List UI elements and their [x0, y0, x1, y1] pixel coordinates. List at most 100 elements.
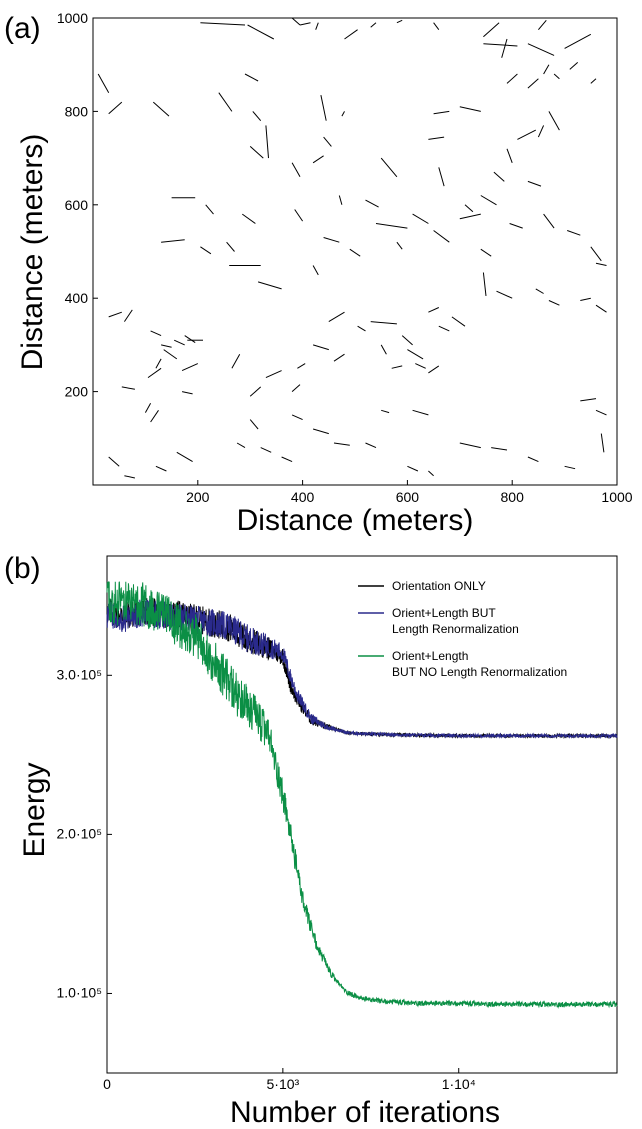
- line-segment: [483, 43, 518, 47]
- line-segment: [595, 409, 607, 416]
- line-segment: [506, 73, 518, 84]
- line-segment: [312, 155, 324, 164]
- line-segment: [590, 78, 597, 84]
- x-axis-ticks-a: 200 400 600 800 1000: [186, 480, 633, 505]
- legend-label: Orient+Length: [392, 649, 468, 663]
- line-segment: [205, 204, 214, 215]
- line-segment: [161, 239, 185, 243]
- line-segment: [506, 148, 513, 163]
- legend: Orientation ONLY Orient+Length BUT Length …: [358, 579, 567, 679]
- line-segment: [380, 157, 398, 178]
- line-segment: [365, 199, 379, 208]
- line-segment: [97, 73, 110, 93]
- line-segment: [155, 465, 167, 472]
- line-segment: [249, 146, 264, 159]
- line-segment: [482, 272, 487, 296]
- line-segment: [567, 230, 581, 236]
- line-segment: [412, 213, 429, 224]
- line-segment: [294, 209, 304, 222]
- line-segment: [184, 335, 196, 344]
- line-segment: [480, 248, 492, 257]
- line-segment: [438, 167, 445, 187]
- line-segment: [543, 213, 555, 229]
- line-segment: [493, 171, 505, 182]
- line-segment: [281, 456, 293, 463]
- segment-group: [97, 17, 607, 479]
- line-segment: [527, 180, 542, 187]
- line-segment: [590, 246, 602, 262]
- line-segment: [357, 325, 366, 332]
- line-segment: [315, 22, 319, 30]
- line-segment: [595, 262, 607, 266]
- line-segment: [291, 384, 301, 392]
- line-segment: [344, 29, 358, 40]
- x-tick-label: 0: [103, 1076, 111, 1092]
- line-segment: [580, 297, 591, 301]
- x-tick-label: 5·10³: [267, 1076, 300, 1092]
- line-segment: [341, 111, 345, 117]
- line-segment: [407, 349, 424, 360]
- x-tick-label: 1·10⁴: [442, 1076, 476, 1092]
- line-segment: [312, 344, 329, 351]
- line-segment: [231, 353, 241, 369]
- line-segment: [338, 195, 343, 205]
- line-segment: [543, 64, 550, 75]
- y-tick-label: 600: [65, 197, 89, 213]
- line-segment: [491, 447, 508, 451]
- y-tick-label: 3.0·10⁵: [57, 666, 103, 682]
- legend-label: Orientation ONLY: [392, 579, 486, 593]
- line-segment: [433, 110, 450, 115]
- line-segment: [380, 344, 387, 355]
- line-segment: [370, 22, 377, 28]
- line-segment: [236, 442, 246, 449]
- line-segment: [375, 223, 408, 229]
- legend-label: BUT NO Length Renormalization: [392, 665, 567, 679]
- line-segment: [181, 391, 193, 395]
- line-segment: [123, 309, 133, 322]
- line-segment: [108, 101, 123, 115]
- line-segment: [459, 442, 481, 449]
- y-axis-ticks-b: 1.0·10⁵ 2.0·10⁵ 3.0·10⁵: [57, 666, 112, 1000]
- line-segment: [548, 300, 560, 306]
- line-segment: [595, 304, 607, 313]
- line-segment: [600, 433, 605, 453]
- line-segment: [144, 403, 152, 413]
- line-segment: [537, 125, 545, 138]
- line-segment: [370, 321, 397, 325]
- line-segment: [433, 22, 440, 30]
- line-segment: [291, 17, 301, 26]
- line-segment: [527, 456, 539, 463]
- line-segment: [312, 265, 319, 276]
- line-segment: [150, 330, 162, 337]
- line-segment: [459, 213, 481, 220]
- panel-a-label: (a): [4, 12, 41, 45]
- line-segment: [312, 428, 329, 435]
- legend-label: Length Renormalization: [392, 622, 519, 636]
- x-tick-label: 1000: [601, 489, 632, 505]
- line-segment: [396, 19, 403, 24]
- y-tick-label-top: 1000: [57, 10, 88, 26]
- line-segment: [226, 241, 235, 252]
- line-segment: [381, 409, 390, 414]
- line-segment: [265, 125, 269, 159]
- y-tick-label: 1.0·10⁵: [57, 984, 103, 1000]
- line-segment: [260, 447, 272, 453]
- line-segment: [509, 223, 523, 229]
- line-segment: [163, 349, 178, 360]
- line-segment: [121, 386, 135, 390]
- line-segment: [538, 19, 547, 31]
- line-segment: [249, 386, 262, 397]
- line-segment: [244, 73, 259, 82]
- line-segment: [155, 358, 162, 369]
- line-segment: [365, 442, 377, 449]
- line-segment: [320, 94, 327, 121]
- line-segment: [108, 456, 120, 467]
- panel-a: (a) 200 400 600 800 1000 200 400 600 800 1000 D…: [4, 10, 633, 537]
- line-segment: [428, 365, 440, 374]
- x-tick-label: 600: [396, 489, 420, 505]
- line-segment: [328, 311, 345, 323]
- series-line-3: [106, 581, 618, 1009]
- line-segment: [428, 470, 434, 477]
- line-segment: [391, 365, 403, 369]
- line-segment: [496, 290, 513, 299]
